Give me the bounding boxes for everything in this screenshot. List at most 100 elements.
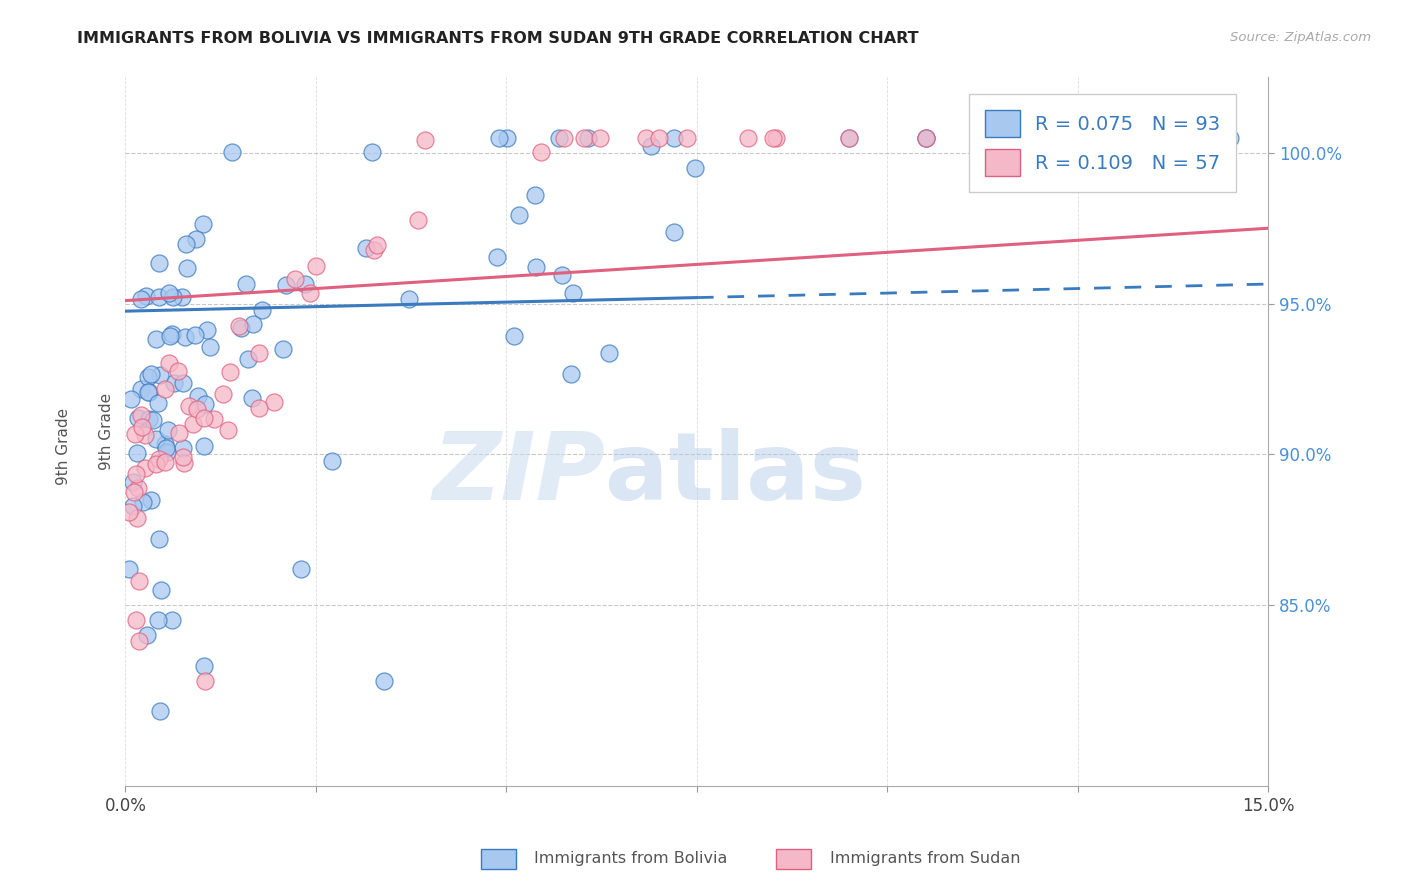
Point — [145, 332, 167, 346]
Point — [174, 237, 197, 252]
Text: 9th Grade: 9th Grade — [56, 408, 70, 484]
Point — [156, 445, 179, 459]
Point — [155, 437, 177, 451]
Point — [914, 130, 936, 145]
Point — [156, 423, 179, 437]
Point — [131, 420, 153, 434]
Point — [236, 352, 259, 367]
Point — [138, 384, 160, 399]
Point — [155, 442, 177, 456]
Point — [195, 323, 218, 337]
Point — [129, 382, 152, 396]
Point — [163, 376, 186, 390]
Point — [125, 510, 148, 524]
Point — [153, 454, 176, 468]
Point — [242, 317, 264, 331]
Point — [662, 130, 685, 145]
Point — [160, 613, 183, 627]
Point — [1219, 130, 1241, 145]
Point — [366, 238, 388, 252]
Point — [173, 456, 195, 470]
Text: Immigrants from Bolivia: Immigrants from Bolivia — [534, 851, 728, 865]
Point — [193, 439, 215, 453]
FancyBboxPatch shape — [481, 849, 516, 869]
Point — [486, 251, 509, 265]
Point — [181, 417, 204, 431]
Point — [228, 318, 250, 333]
Point — [290, 562, 312, 576]
Point — [148, 290, 170, 304]
Point — [217, 424, 239, 438]
Point — [129, 408, 152, 422]
Point — [762, 130, 785, 145]
Point — [363, 243, 385, 257]
Point — [160, 326, 183, 341]
Point — [125, 467, 148, 482]
Legend: R = 0.075   N = 93, R = 0.109   N = 57: R = 0.075 N = 93, R = 0.109 N = 57 — [969, 95, 1236, 192]
Point — [187, 389, 209, 403]
Point — [193, 658, 215, 673]
Point — [356, 241, 378, 255]
Point — [561, 286, 583, 301]
Point — [139, 367, 162, 381]
Point — [157, 285, 180, 300]
Point — [640, 138, 662, 153]
Point — [838, 130, 860, 145]
Point — [1105, 130, 1128, 145]
Point — [488, 130, 510, 145]
Point — [125, 613, 148, 627]
Point — [122, 475, 145, 489]
Point — [194, 673, 217, 688]
Point — [127, 446, 149, 460]
Point — [149, 368, 172, 383]
Point — [496, 130, 519, 145]
Point — [284, 271, 307, 285]
Point — [547, 130, 569, 145]
Point — [321, 454, 343, 468]
Point — [550, 268, 572, 282]
Point — [294, 277, 316, 292]
Point — [524, 260, 547, 274]
Point — [765, 130, 787, 145]
Point — [263, 394, 285, 409]
Point — [235, 277, 257, 291]
Text: Source: ZipAtlas.com: Source: ZipAtlas.com — [1230, 31, 1371, 45]
Point — [170, 290, 193, 304]
Point — [157, 355, 180, 369]
Point — [148, 256, 170, 270]
Point — [172, 376, 194, 390]
Text: ZIP: ZIP — [433, 428, 606, 520]
Point — [662, 225, 685, 239]
Point — [1143, 130, 1166, 145]
Point — [118, 562, 141, 576]
FancyBboxPatch shape — [776, 849, 811, 869]
Point — [589, 130, 612, 145]
Point — [648, 130, 671, 145]
Point — [523, 187, 546, 202]
Point — [737, 130, 759, 145]
Point — [191, 218, 214, 232]
Point — [572, 130, 595, 145]
Point — [159, 329, 181, 343]
Point — [360, 145, 382, 159]
Point — [675, 130, 697, 145]
Point — [127, 481, 149, 495]
Point — [145, 432, 167, 446]
Text: atlas: atlas — [606, 428, 866, 520]
Point — [598, 345, 620, 359]
Point — [149, 704, 172, 718]
Point — [184, 327, 207, 342]
Point — [194, 397, 217, 411]
Point — [530, 145, 553, 159]
Point — [305, 260, 328, 274]
Point — [128, 634, 150, 648]
Point — [1105, 130, 1128, 145]
Point — [508, 208, 530, 222]
Point — [299, 286, 322, 301]
Point — [134, 460, 156, 475]
Point — [276, 278, 298, 293]
Point — [184, 232, 207, 246]
Point — [413, 133, 436, 147]
Point — [134, 428, 156, 442]
Point — [990, 137, 1012, 152]
